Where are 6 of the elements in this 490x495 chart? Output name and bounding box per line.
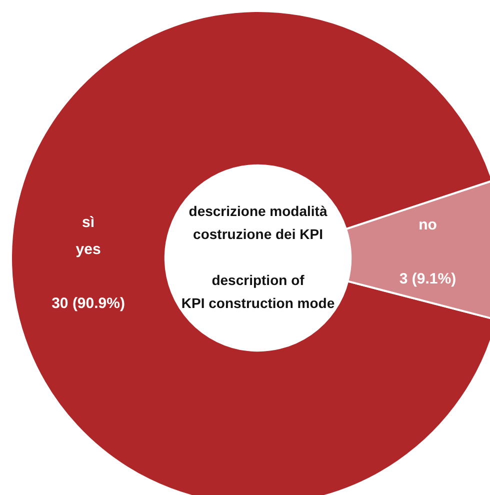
data-label: 3 (9.1%) [399, 270, 456, 288]
text: descrizione modalità costruzione dei KPI [188, 202, 328, 242]
data-label: 30 (90.9%) [52, 295, 125, 312]
text: description of KPI construction mode [181, 272, 335, 311]
slice-label: no [418, 216, 437, 234]
slice-label: sì yes [76, 214, 101, 258]
